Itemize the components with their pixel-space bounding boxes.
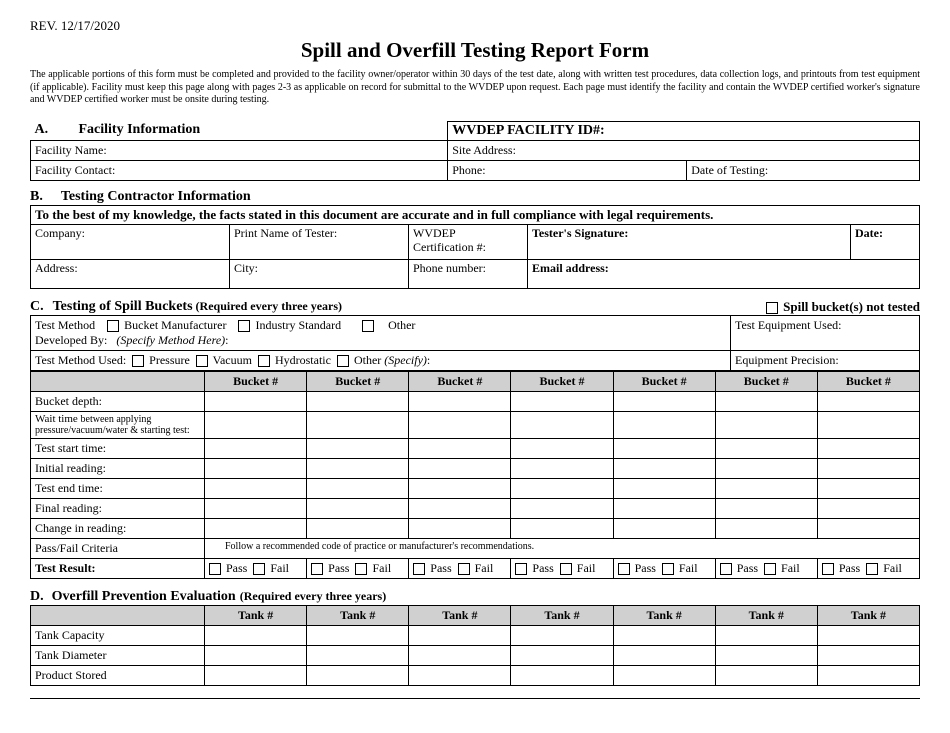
row-change: Change in reading:	[31, 519, 205, 539]
row-product: Product Stored	[31, 666, 205, 686]
phone-number-label[interactable]: Phone number:	[409, 260, 528, 289]
company-label[interactable]: Company:	[31, 225, 230, 260]
section-d-grid: Tank # Tank # Tank # Tank # Tank # Tank …	[30, 605, 920, 686]
result-7[interactable]: Pass Fail	[817, 559, 919, 579]
section-b-table: To the best of my knowledge, the facts s…	[30, 205, 920, 290]
bucket-h1: Bucket #	[205, 372, 307, 392]
page-title: Spill and Overfill Testing Report Form	[30, 38, 920, 63]
intro-text: The applicable portions of this form mus…	[30, 69, 920, 107]
cert-label[interactable]: WVDEPCertification #:	[409, 225, 528, 260]
sec-d-req: (Required every three years)	[240, 589, 387, 603]
row-end: Test end time:	[31, 479, 205, 499]
result-6[interactable]: Pass Fail	[715, 559, 817, 579]
row-depth: Bucket depth:	[31, 392, 205, 412]
signature-label[interactable]: Tester's Signature:	[528, 225, 851, 260]
section-c-grid: Bucket # Bucket # Bucket # Bucket # Buck…	[30, 371, 920, 579]
cb-other[interactable]	[362, 320, 374, 332]
tank-h7: Tank #	[817, 606, 919, 626]
sec-d-letter: D.	[30, 589, 44, 604]
row-wait: Wait time between applyingpressure/vacuu…	[31, 412, 205, 439]
section-c-heading-row: C. Testing of Spill Buckets (Required ev…	[30, 299, 920, 315]
email-label[interactable]: Email address:	[528, 260, 920, 289]
tank-h4: Tank #	[511, 606, 613, 626]
test-method-used-cell[interactable]: Test Method Used: Pressure Vacuum Hydros…	[31, 351, 731, 371]
bottom-rule	[30, 698, 920, 699]
date-testing-label[interactable]: Date of Testing:	[687, 160, 920, 180]
result-1[interactable]: Pass Fail	[205, 559, 307, 579]
row-criteria: Pass/Fail Criteria	[31, 539, 205, 559]
facility-contact-label[interactable]: Facility Contact:	[31, 160, 448, 180]
row-start: Test start time:	[31, 439, 205, 459]
attestation: To the best of my knowledge, the facts s…	[31, 205, 920, 225]
sec-c-req: (Required every three years)	[196, 299, 343, 313]
section-a-table: A. Facility Information WVDEP FACILITY I…	[30, 121, 920, 181]
row-capacity: Tank Capacity	[31, 626, 205, 646]
bucket-h2: Bucket #	[307, 372, 409, 392]
result-2[interactable]: Pass Fail	[307, 559, 409, 579]
row-final: Final reading:	[31, 499, 205, 519]
sec-a-letter: A.	[35, 122, 49, 137]
result-5[interactable]: Pass Fail	[613, 559, 715, 579]
result-4[interactable]: Pass Fail	[511, 559, 613, 579]
facility-name-label[interactable]: Facility Name:	[31, 140, 448, 160]
sec-b-heading: Testing Contractor Information	[47, 189, 251, 204]
bucket-h6: Bucket #	[715, 372, 817, 392]
bucket-h5: Bucket #	[613, 372, 715, 392]
sec-d-heading: Overfill Prevention Evaluation	[48, 589, 236, 604]
row-diameter: Tank Diameter	[31, 646, 205, 666]
cb-pressure[interactable]	[132, 355, 144, 367]
sec-a-heading: Facility Information	[67, 122, 201, 137]
cb-mfr[interactable]	[107, 320, 119, 332]
bucket-h3: Bucket #	[409, 372, 511, 392]
cb-std[interactable]	[238, 320, 250, 332]
tank-h2: Tank #	[307, 606, 409, 626]
section-c-top: Test Method Bucket Manufacturer Industry…	[30, 315, 920, 371]
sec-c-heading: Testing of Spill Buckets	[47, 299, 193, 314]
city-label[interactable]: City:	[230, 260, 409, 289]
sec-c-letter: C.	[30, 299, 44, 314]
sec-b-letter: B.	[30, 189, 43, 204]
tank-h3: Tank #	[409, 606, 511, 626]
address-label[interactable]: Address:	[31, 260, 230, 289]
date-label[interactable]: Date:	[851, 225, 920, 260]
bucket-h7: Bucket #	[817, 372, 919, 392]
cb-vacuum[interactable]	[196, 355, 208, 367]
site-address-label[interactable]: Site Address:	[448, 140, 920, 160]
facility-id-label: WVDEP FACILITY ID#:	[448, 121, 920, 140]
not-tested-label: Spill bucket(s) not tested	[783, 299, 920, 314]
result-3[interactable]: Pass Fail	[409, 559, 511, 579]
bucket-h4: Bucket #	[511, 372, 613, 392]
phone-label[interactable]: Phone:	[448, 160, 687, 180]
row-initial: Initial reading:	[31, 459, 205, 479]
equip-precision-cell[interactable]: Equipment Precision:	[731, 351, 920, 371]
cb-hydro[interactable]	[258, 355, 270, 367]
equip-used-cell[interactable]: Test Equipment Used:	[731, 316, 920, 351]
row-result: Test Result:	[31, 559, 205, 579]
criteria-note: Follow a recommended code of practice or…	[205, 539, 920, 559]
test-method-dev-cell[interactable]: Test Method Bucket Manufacturer Industry…	[31, 316, 731, 351]
tester-name-label[interactable]: Print Name of Tester:	[230, 225, 409, 260]
tank-h5: Tank #	[613, 606, 715, 626]
tank-h1: Tank #	[205, 606, 307, 626]
not-tested-checkbox[interactable]	[766, 302, 778, 314]
revision-date: REV. 12/17/2020	[30, 18, 920, 34]
cb-other2[interactable]	[337, 355, 349, 367]
tank-h6: Tank #	[715, 606, 817, 626]
